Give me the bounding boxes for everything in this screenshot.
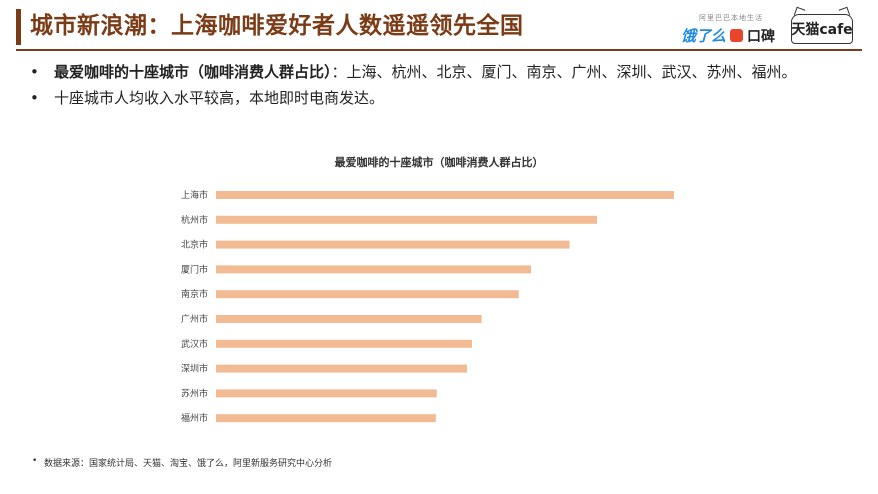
- category-label: 南京市: [181, 288, 208, 300]
- bullet-text: 十座城市人均收入水平较高，本地即时电商发达。: [54, 89, 385, 107]
- alibaba-local-life-tagline: 阿里巴巴本地生活: [699, 14, 763, 22]
- header-divider: [16, 49, 862, 51]
- bullet-list: • 最爱咖啡的十座城市（咖啡消费人群占比）：上海、杭州、北京、厦门、南京、广州、深…: [28, 60, 848, 110]
- category-label: 武汉市: [181, 338, 208, 350]
- bar: [216, 191, 674, 199]
- footnote-text: 数据来源：国家统计局、天猫、淘宝、饿了么，阿里新服务研究中心分析: [44, 459, 333, 469]
- koubei-logo: 口碑: [747, 28, 776, 45]
- category-label: 深圳市: [181, 363, 208, 375]
- bar: [216, 339, 473, 348]
- bar: [216, 240, 570, 249]
- tmall-ear-right-icon: [838, 6, 851, 19]
- category-label: 厦门市: [181, 263, 208, 275]
- category-label: 苏州市: [181, 387, 208, 399]
- tmall-cafe-logo: 天猫cafe: [791, 6, 853, 44]
- bullet-item: • 最爱咖啡的十座城市（咖啡消费人群占比）：上海、杭州、北京、厦门、南京、广州、深…: [28, 60, 848, 84]
- bar: [216, 290, 519, 299]
- bar: [216, 265, 532, 274]
- bar: [216, 315, 482, 323]
- brand-logos: 阿里巴巴本地生活 饿了么 口碑 天猫cafe: [681, 6, 856, 46]
- eleme-logo: 饿了么: [681, 27, 727, 45]
- tmall-cafe-logo-text: 天猫cafe: [791, 22, 853, 38]
- bullet-lead: 最爱咖啡的十座城市（咖啡消费人群占比）: [54, 63, 332, 81]
- chart-title: 最爱咖啡的十座城市（咖啡消费人群占比）: [334, 156, 544, 169]
- bar-chart: 最爱咖啡的十座城市（咖啡消费人群占比） 上海市杭州市北京市厦门市南京市广州市武汉…: [0, 150, 878, 440]
- page-title: 城市新浪潮：上海咖啡爱好者人数遥遥领先全国: [30, 13, 524, 39]
- source-footnote: • 数据来源：国家统计局、天猫、淘宝、饿了么，阿里新服务研究中心分析: [32, 456, 333, 469]
- logo-row: 饿了么 口碑: [681, 25, 781, 46]
- koubei-logo-icon: [730, 29, 744, 42]
- bar: [216, 389, 437, 398]
- category-label: 福州市: [181, 412, 208, 424]
- category-label: 广州市: [181, 313, 208, 325]
- bullet-dot-icon: •: [30, 63, 39, 81]
- category-label: 上海市: [181, 189, 208, 201]
- bullet-item: • 十座城市人均收入水平较高，本地即时电商发达。: [28, 86, 848, 110]
- bar: [216, 364, 467, 373]
- footnote-dot-icon: •: [32, 456, 38, 466]
- bar: [216, 414, 436, 423]
- title-accent-bar: [16, 9, 21, 45]
- tmall-ear-left-icon: [793, 6, 806, 19]
- bullet-dot-icon: •: [30, 89, 39, 107]
- bar: [216, 215, 598, 224]
- bullet-text: ：上海、杭州、北京、厦门、南京、广州、深圳、武汉、苏州、福州。: [331, 63, 797, 81]
- category-label: 杭州市: [181, 214, 208, 226]
- category-label: 北京市: [181, 239, 208, 251]
